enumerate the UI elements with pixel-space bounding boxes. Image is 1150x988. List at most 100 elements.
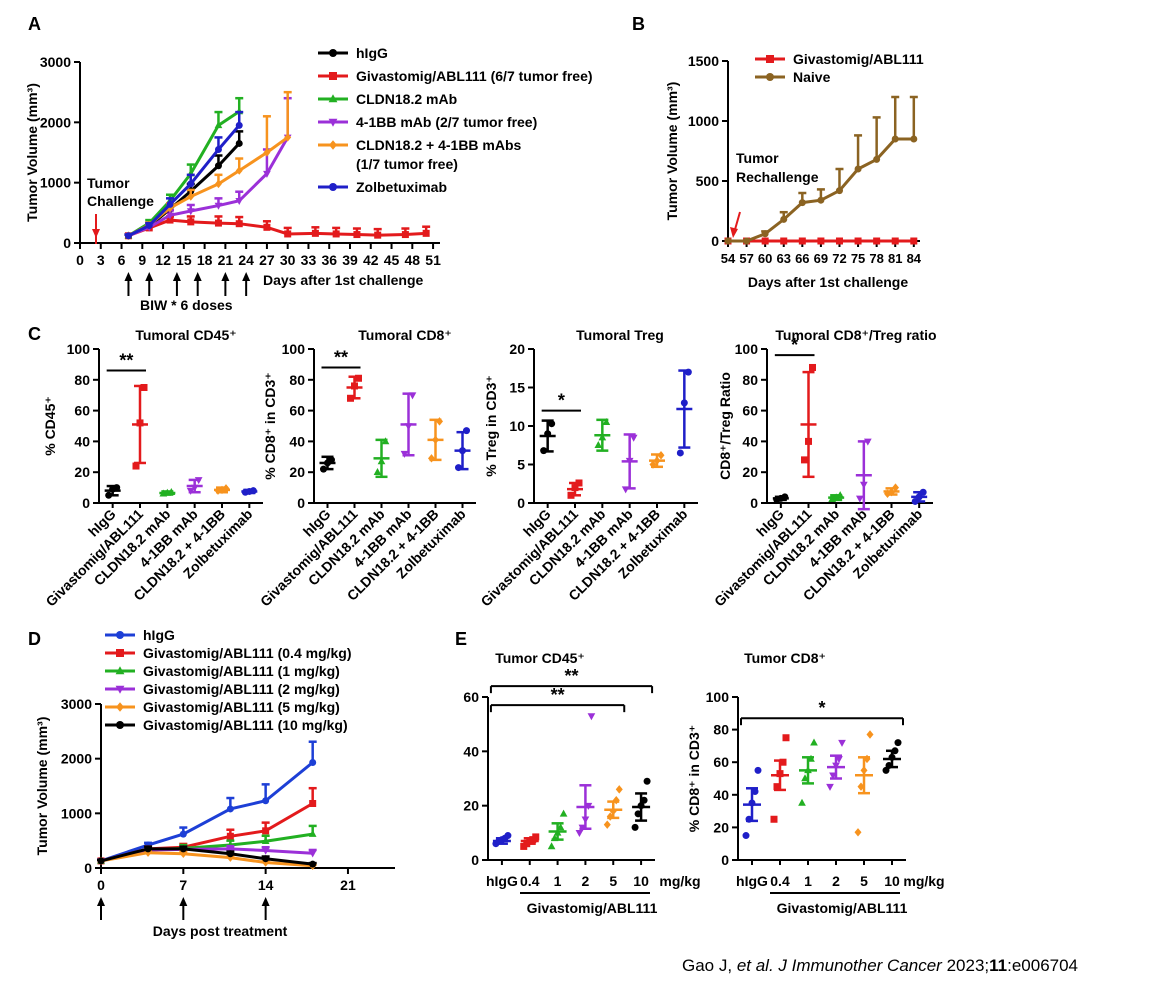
group-2 (159, 488, 176, 497)
data-point (309, 758, 317, 766)
dose-arrow-head (261, 897, 270, 906)
category-label: hIgG (486, 873, 518, 889)
data-point (144, 848, 152, 857)
data-point (911, 497, 919, 505)
legend-marker (115, 666, 125, 675)
data-point (798, 199, 806, 207)
data-point (308, 850, 317, 858)
category-label: hIgG (736, 873, 768, 889)
data-point (855, 495, 864, 503)
x-tick-label: 18 (197, 252, 213, 268)
data-point (187, 180, 195, 188)
data-point (761, 230, 769, 238)
data-point (602, 417, 611, 425)
y-tick-label: 100 (282, 341, 306, 357)
data-point (328, 456, 335, 464)
y-tick-label: 20 (713, 819, 729, 835)
data-point (179, 830, 187, 838)
data-point (559, 809, 568, 817)
y-tick-label: 500 (696, 173, 720, 189)
data-point (915, 493, 923, 501)
data-point (637, 802, 645, 810)
data-point (97, 857, 105, 865)
x-tick-label: 39 (342, 252, 358, 268)
group-1 (346, 374, 363, 402)
data-point (575, 479, 583, 487)
data-point (773, 783, 781, 791)
data-point (166, 216, 174, 224)
data-point (459, 447, 466, 455)
y-tick-label: 2000 (40, 114, 71, 130)
y-tick-label: 80 (289, 372, 305, 388)
data-point (859, 481, 868, 489)
group-0 (772, 493, 789, 504)
y-tick-label: 20 (509, 341, 525, 357)
x-tick-label: 42 (363, 252, 379, 268)
y-axis-label: CD8⁺/Treg Ratio (717, 372, 733, 480)
data-point (894, 739, 902, 747)
group-label: Givastomig/ABL111 (777, 900, 908, 916)
y-tick-label: 20 (289, 464, 305, 480)
legend-marker (329, 183, 337, 191)
rechallenge-arrow-head (730, 227, 738, 238)
legend-marker (328, 118, 338, 127)
chart-title: Tumor CD45⁺ (495, 650, 585, 666)
data-point (615, 785, 623, 794)
chart-D: 0 1000 2000 3000 0 7 14 21 (61, 696, 395, 893)
x-tick-label: 69 (814, 251, 828, 266)
data-point (381, 437, 390, 445)
y-tick-label: 0 (471, 852, 479, 868)
data-point (571, 484, 579, 492)
panel-label: C (28, 324, 41, 344)
significance-label: ** (551, 685, 565, 705)
annotation-tumor: Tumor (87, 175, 130, 191)
data-point (235, 121, 243, 129)
y-axis-label: % CD8⁺ in CD3⁺ (262, 372, 278, 479)
legend-label: Givastomig/ABL111 (5 mg/kg) (143, 699, 340, 715)
x-tick-label: 0 (97, 877, 105, 893)
y-tick-label: 60 (463, 689, 479, 705)
data-point (187, 218, 195, 226)
data-point (214, 162, 222, 170)
legend-marker (116, 631, 124, 639)
y-tick-label: 0 (721, 852, 729, 868)
data-point (835, 756, 843, 764)
y-tick-label: 3000 (40, 54, 71, 70)
group-4 (883, 483, 900, 498)
data-point (355, 374, 362, 382)
y-tick-label: 20 (742, 464, 758, 480)
data-point (742, 832, 750, 840)
data-point (226, 850, 234, 858)
group-4 (603, 785, 623, 829)
legend-label: Givastomig/ABL111 (2 mg/kg) (143, 681, 340, 697)
category-label: 1 (804, 873, 812, 889)
data-point (332, 230, 340, 238)
dose-arrow-head (145, 272, 154, 281)
data-point (422, 229, 430, 237)
chart-C3: 0 5 10 15 20 (509, 341, 698, 511)
legend-marker (116, 721, 124, 729)
category-label: 2 (582, 873, 590, 889)
data-point (631, 823, 639, 831)
data-point (262, 797, 270, 805)
x-tick-label: 48 (405, 252, 421, 268)
data-point (748, 799, 756, 807)
y-axis-label: % CD8⁺ in CD3⁺ (686, 725, 702, 832)
chart-title: Tumoral CD8⁺/Treg ratio (775, 327, 936, 343)
dose-arrow-head (97, 897, 105, 906)
legend-marker (329, 49, 337, 57)
data-point (136, 419, 144, 427)
data-point (826, 783, 834, 791)
data-point (885, 761, 893, 769)
challenge-arrow-head (92, 229, 100, 238)
data-point (854, 828, 862, 837)
data-point (567, 491, 575, 499)
data-point (798, 237, 806, 245)
data-point (263, 223, 271, 231)
panel-label: A (28, 14, 41, 34)
y-tick-label: 0 (711, 233, 719, 249)
data-point (261, 837, 270, 845)
group-3 (826, 739, 846, 791)
data-point (548, 420, 556, 428)
